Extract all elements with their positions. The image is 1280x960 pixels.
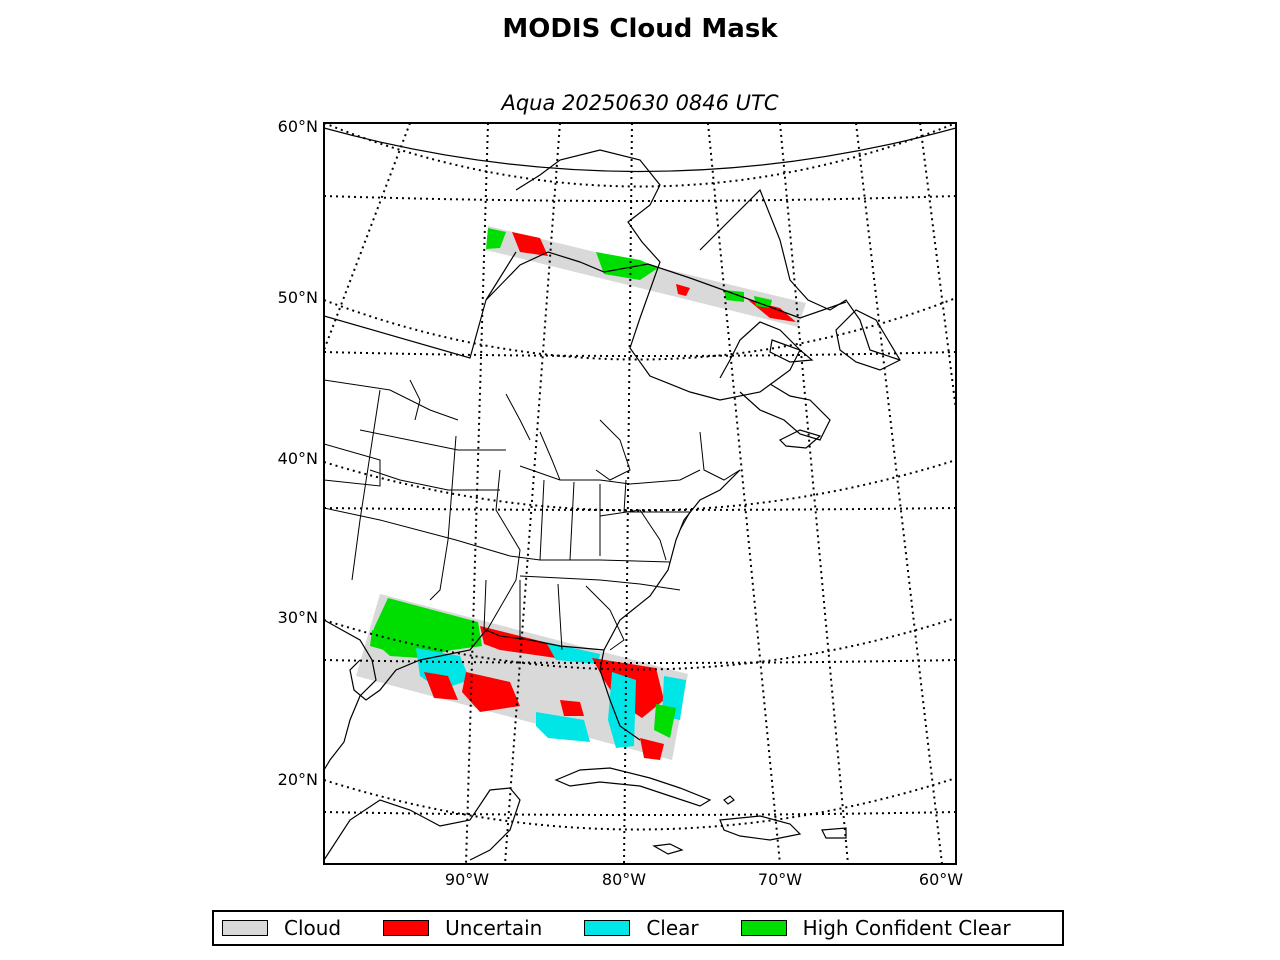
state-borders [324, 379, 741, 651]
legend-label-clear: Clear [646, 916, 699, 940]
coastlines [324, 127, 956, 861]
swath-cloud-area [486, 226, 806, 327]
uncertain-patch [480, 626, 560, 658]
legend-swatch-cloud [222, 920, 268, 936]
high-clear-patch [596, 252, 658, 280]
clear-patch [546, 642, 600, 664]
southern-swath [356, 594, 688, 760]
high-clear-patch [370, 630, 386, 650]
lat-label-30n: 30°N [277, 608, 318, 627]
lat-label-60n: 60°N [277, 117, 318, 136]
map-background [324, 123, 956, 864]
legend-item-cloud: Cloud [222, 916, 341, 940]
lat-label-50n: 50°N [277, 288, 318, 307]
high-clear-patch [486, 228, 506, 249]
lat-label-20n: 20°N [277, 770, 318, 789]
uncertain-patch [424, 672, 458, 700]
high-clear-patch [754, 296, 772, 308]
uncertain-patch [676, 284, 690, 296]
uncertain-patch [462, 672, 520, 712]
legend-swatch-clear [584, 920, 631, 936]
clear-patch [536, 712, 590, 742]
uncertain-patch [512, 232, 548, 256]
high-clear-patch [724, 290, 744, 302]
lon-label-60w: 60°W [918, 870, 964, 889]
legend-label-uncertain: Uncertain [445, 916, 543, 940]
gridlines [324, 123, 956, 864]
map-frame [323, 122, 957, 865]
legend-item-clear: Clear [584, 916, 699, 940]
high-clear-patch [654, 704, 676, 738]
chart-subtitle: Aqua 20250630 0846 UTC [501, 91, 779, 115]
lon-label-90w: 90°W [444, 870, 490, 889]
legend-label-cloud: Cloud [284, 916, 342, 940]
lon-label-80w: 80°W [601, 870, 647, 889]
clear-patch [608, 672, 636, 748]
legend-swatch-uncertain [383, 920, 430, 936]
legend: Cloud Uncertain Clear High Confident Cle… [212, 910, 1064, 946]
uncertain-patch [640, 738, 664, 760]
northern-swath [486, 226, 806, 327]
legend-item-high-confident-clear: High Confident Clear [740, 916, 1011, 940]
legend-item-uncertain: Uncertain [383, 916, 542, 940]
chart-title: MODIS Cloud Mask [502, 14, 778, 44]
high-clear-patch [372, 598, 482, 658]
legend-swatch-high-confident-clear [740, 920, 787, 936]
lon-label-70w: 70°W [757, 870, 803, 889]
uncertain-patch [560, 700, 584, 716]
legend-label-high-confident-clear: High Confident Clear [802, 916, 1011, 940]
lat-label-40n: 40°N [277, 449, 318, 468]
